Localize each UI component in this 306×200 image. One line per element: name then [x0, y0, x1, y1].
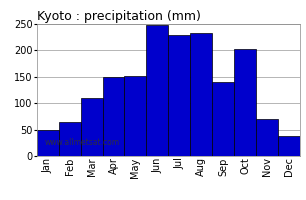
Bar	[190, 33, 212, 156]
Bar	[80, 98, 103, 156]
Text: www.allmetsat.com: www.allmetsat.com	[45, 138, 120, 147]
Bar	[146, 25, 168, 156]
Bar	[103, 77, 125, 156]
Bar	[256, 119, 278, 156]
Text: Kyoto : precipitation (mm): Kyoto : precipitation (mm)	[37, 10, 201, 23]
Bar	[278, 136, 300, 156]
Bar	[168, 35, 190, 156]
Bar	[59, 122, 80, 156]
Bar	[212, 82, 234, 156]
Bar	[125, 76, 146, 156]
Bar	[234, 49, 256, 156]
Bar	[37, 130, 59, 156]
